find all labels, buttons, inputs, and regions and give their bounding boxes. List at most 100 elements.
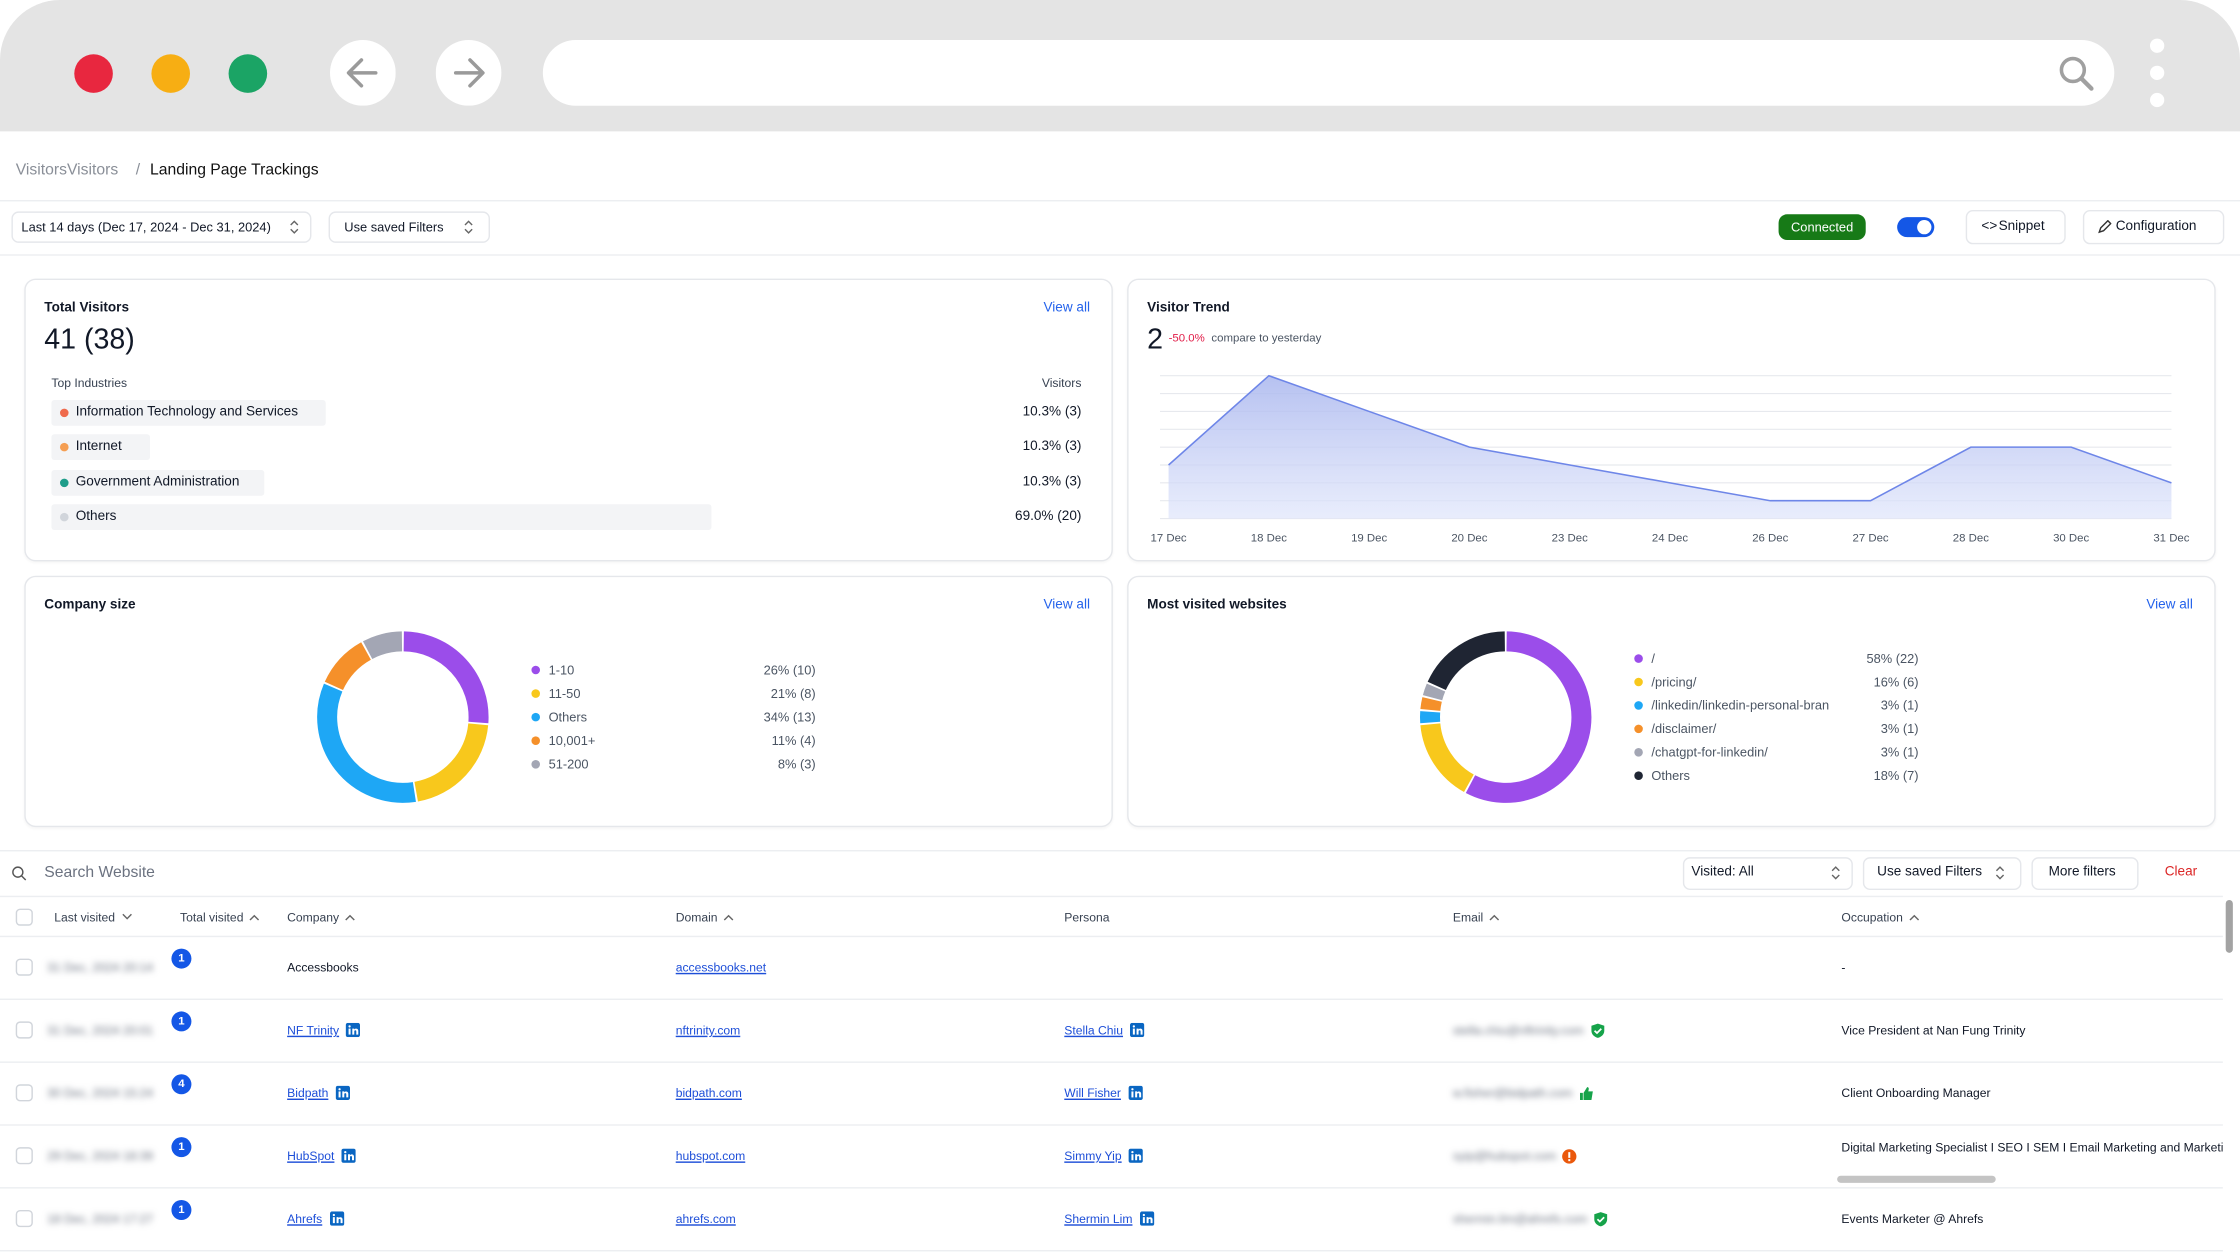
linkedin-icon[interactable] xyxy=(346,1022,361,1038)
total-visitors-value: 41 (38) xyxy=(44,324,135,356)
column-header[interactable]: Persona xyxy=(1064,909,1110,925)
linkedin-icon[interactable] xyxy=(1130,1022,1145,1038)
company-cell: Ahrefs xyxy=(287,1210,344,1227)
maximize-button[interactable] xyxy=(228,54,268,93)
vertical-scrollbar[interactable] xyxy=(2225,899,2233,953)
column-header[interactable]: Total visited xyxy=(179,909,244,925)
column-header[interactable]: Company xyxy=(287,909,340,925)
company-name[interactable]: HubSpot xyxy=(287,1148,335,1163)
snippet-button[interactable] xyxy=(1965,209,2066,245)
breadcrumb-current: Landing Page Trackings xyxy=(149,161,319,179)
view-all-link[interactable]: View all xyxy=(1043,597,1090,613)
column-header[interactable]: Domain xyxy=(675,909,718,925)
clear-button[interactable]: Clear xyxy=(2164,864,2198,880)
sort-icon[interactable] xyxy=(1909,913,1920,922)
legend-value: 16% (6) xyxy=(1874,674,1919,689)
linkedin-icon[interactable] xyxy=(1128,1148,1144,1163)
view-all-link[interactable]: View all xyxy=(1043,299,1090,316)
company-name[interactable]: Ahrefs xyxy=(287,1211,323,1226)
card-title: Visitor Trend xyxy=(1147,299,1230,316)
legend-label: /chatgpt-for-linkedin/ xyxy=(1651,745,1768,760)
breadcrumb-parent[interactable]: VisitorsVisitors xyxy=(15,161,119,179)
back-button[interactable] xyxy=(329,39,396,106)
column-header[interactable]: Last visited xyxy=(54,909,116,925)
column-header[interactable]: Occupation xyxy=(1841,909,1903,925)
industry-value: 10.3% (3) xyxy=(1022,439,1082,455)
row-checkbox[interactable] xyxy=(15,1209,33,1228)
company-name[interactable]: Bidpath xyxy=(287,1085,329,1100)
forward-button[interactable] xyxy=(435,39,502,106)
trend-value: 2 xyxy=(1147,324,1164,356)
edit-icon xyxy=(2098,219,2112,234)
address-bar[interactable] xyxy=(542,39,2115,106)
saved-filters-select[interactable] xyxy=(1862,857,2022,890)
visit-count-badge: 1 xyxy=(171,1137,192,1158)
domain-link[interactable]: ahrefs.com xyxy=(675,1211,736,1226)
row-checkbox[interactable] xyxy=(15,958,33,976)
menu-icon[interactable] xyxy=(2146,37,2169,111)
donut-segment xyxy=(1465,631,1592,803)
company-cell: Bidpath xyxy=(287,1084,350,1101)
x-tick-label: 24 Dec xyxy=(1652,532,1688,544)
persona-cell: Simmy Yip xyxy=(1064,1147,1144,1164)
row-checkbox[interactable] xyxy=(15,1147,33,1165)
sort-icon[interactable] xyxy=(1489,913,1500,922)
sort-icon[interactable] xyxy=(121,913,132,922)
toggle[interactable] xyxy=(1897,217,1935,238)
row-divider xyxy=(0,1249,2223,1252)
legend-dot xyxy=(531,712,540,722)
sort-icon[interactable] xyxy=(723,913,734,922)
x-tick-label: 20 Dec xyxy=(1451,532,1487,544)
linkedin-icon[interactable] xyxy=(329,1211,344,1226)
persona-name[interactable]: Simmy Yip xyxy=(1064,1148,1122,1163)
linkedin-icon[interactable] xyxy=(1139,1211,1154,1226)
domain-link[interactable]: accessbooks.net xyxy=(675,959,767,975)
more-filters: More filters xyxy=(2048,864,2116,880)
close-button[interactable] xyxy=(74,54,113,93)
linkedin-icon[interactable] xyxy=(1128,1085,1143,1100)
persona-cell: Shermin Lim xyxy=(1064,1210,1154,1227)
configuration-label: Configuration xyxy=(2115,218,2197,235)
company-name[interactable]: NF Trinity xyxy=(287,1022,340,1038)
visit-count-badge: 1 xyxy=(171,1011,192,1032)
persona-name[interactable]: Stella Chiu xyxy=(1064,1022,1124,1038)
view-all-link[interactable]: View all xyxy=(2146,597,2193,613)
sort-icon[interactable] xyxy=(345,913,356,922)
persona-name[interactable]: Shermin Lim xyxy=(1064,1211,1133,1226)
linkedin-icon[interactable] xyxy=(335,1085,350,1100)
legend-value: 11% (4) xyxy=(772,733,816,748)
horizontal-scrollbar[interactable] xyxy=(1837,1175,1996,1183)
last-visited: 30 Dec, 2024 15:24 xyxy=(47,1085,154,1100)
company-cell: NF Trinity xyxy=(287,1021,361,1038)
linkedin-icon[interactable] xyxy=(341,1148,356,1163)
row-checkbox[interactable] xyxy=(15,1021,33,1039)
minimize-button[interactable] xyxy=(151,54,190,93)
card-title: Most visited websites xyxy=(1147,597,1287,613)
legend-label: /linkedin/linkedin-personal-bran xyxy=(1651,698,1829,713)
select-all-checkbox[interactable] xyxy=(15,908,33,926)
visited-select[interactable] xyxy=(1682,857,1853,890)
more-filters-button[interactable] xyxy=(2031,857,2139,890)
sort-icon[interactable] xyxy=(249,913,260,922)
column-header[interactable]: Email xyxy=(1452,909,1484,925)
domain-link[interactable]: bidpath.com xyxy=(675,1085,742,1100)
row-checkbox[interactable] xyxy=(15,1084,33,1102)
x-tick-label: 27 Dec xyxy=(1853,532,1889,544)
donut-segment xyxy=(414,722,489,802)
x-tick-label: 30 Dec xyxy=(2053,532,2089,544)
trend-area xyxy=(1168,375,2172,519)
search-icon xyxy=(12,866,27,881)
saved-filters-select[interactable] xyxy=(328,211,490,243)
legend-value: 18% (7) xyxy=(1874,768,1919,783)
persona-name[interactable]: Will Fisher xyxy=(1064,1085,1121,1100)
visit-count-badge: 1 xyxy=(171,1199,192,1220)
divider xyxy=(0,199,2240,202)
domain-link[interactable]: nftrinity.com xyxy=(675,1022,741,1038)
search-icon[interactable] xyxy=(2057,54,2094,91)
visited-filter: Visited: All xyxy=(1691,864,1754,880)
search-input[interactable]: Search Website xyxy=(44,864,155,882)
code-icon: <> xyxy=(1981,218,1998,235)
domain-link[interactable]: hubspot.com xyxy=(675,1148,746,1163)
date-range-select[interactable] xyxy=(11,211,312,243)
configuration-button[interactable] xyxy=(2082,209,2225,245)
